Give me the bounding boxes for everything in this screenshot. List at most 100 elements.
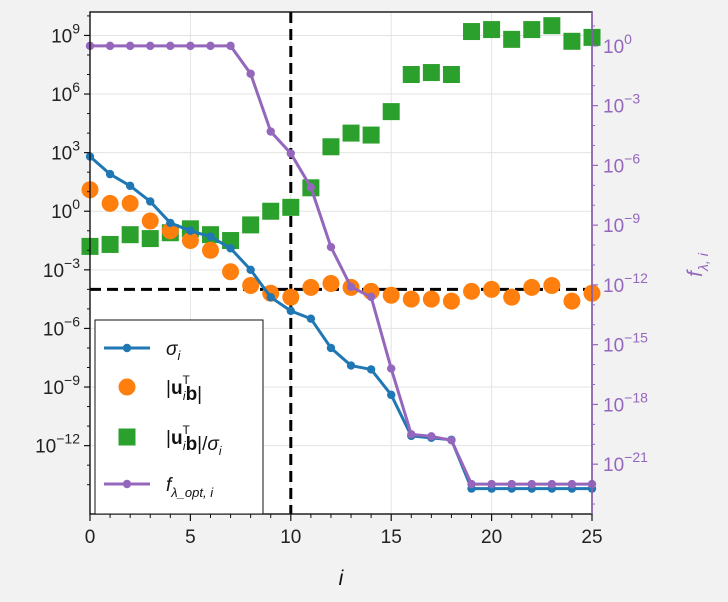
data-point (523, 278, 541, 296)
data-point (483, 280, 501, 298)
data-point (101, 235, 119, 253)
data-point (487, 479, 496, 489)
data-point (523, 21, 541, 39)
data-point (286, 306, 295, 316)
legend-label: σi (166, 339, 181, 363)
right-tick-label: 10−15 (603, 330, 648, 357)
right-tick-label: 10−12 (603, 270, 648, 297)
x-tick-label: 10 (280, 527, 301, 548)
right-tick-label: 100 (603, 31, 632, 58)
x-axis-label: i (339, 567, 345, 590)
svg-text:fλ, i: fλ, i (684, 252, 711, 277)
data-point (306, 183, 316, 192)
data-point (503, 30, 521, 48)
data-point (442, 66, 460, 84)
data-point (326, 242, 336, 252)
data-point (543, 276, 561, 294)
data-point (322, 138, 340, 156)
data-point (222, 263, 240, 281)
data-point (282, 198, 300, 216)
data-point (266, 127, 275, 136)
data-point (387, 390, 396, 400)
series-1 (81, 181, 601, 310)
right-tick-label: 10−21 (603, 449, 648, 476)
data-point (246, 265, 255, 275)
series-layer (81, 17, 601, 493)
legend-swatch-marker (122, 479, 132, 489)
data-point (282, 288, 300, 306)
right-tick-label: 10−9 (603, 210, 640, 237)
data-point (226, 244, 235, 253)
data-point (141, 212, 159, 230)
legend: σi |uT ib| |uT ib|/σi fλ_opt, i (94, 319, 264, 515)
data-point (306, 314, 316, 323)
data-point (447, 436, 456, 445)
data-point (463, 23, 481, 41)
data-point (242, 276, 260, 294)
legend-label: fλ_opt, i (166, 475, 214, 500)
data-point (166, 218, 175, 228)
series-3 (85, 41, 597, 489)
left-tick-label: 10−6 (43, 313, 80, 340)
data-point (422, 64, 440, 82)
data-point (242, 216, 260, 234)
x-tick-label: 20 (481, 527, 502, 548)
right-tick-label: 10−18 (603, 389, 648, 416)
left-tick-label: 10−3 (43, 255, 80, 282)
right-tick-label: 10−3 (603, 91, 640, 118)
data-point (206, 41, 215, 51)
data-point (146, 41, 155, 51)
right-axis-label: fλ, i (684, 252, 711, 277)
data-point (346, 282, 356, 292)
data-point (186, 226, 195, 235)
data-point (503, 288, 521, 306)
data-point (402, 66, 420, 84)
x-axis: 0 5 10 20 25 15 (85, 514, 603, 548)
legend-swatch-marker (118, 378, 136, 396)
x-tick-label: 25 (581, 527, 602, 548)
data-point (563, 292, 581, 310)
data-point (206, 232, 215, 241)
right-tick-label: 10−6 (603, 150, 640, 177)
x-tick-label: 15 (381, 527, 402, 548)
data-point (427, 432, 436, 441)
data-point (382, 103, 400, 121)
left-tick-label: 10−12 (35, 431, 80, 458)
data-point (226, 41, 235, 51)
left-tick-label: 10−9 (43, 372, 80, 399)
left-tick-label: 106 (51, 79, 80, 106)
x-tick-label: 0 (85, 527, 96, 548)
data-point (166, 41, 175, 51)
data-point (483, 21, 501, 39)
data-point (346, 361, 356, 370)
data-point (362, 126, 380, 144)
data-point (101, 194, 119, 212)
data-point (125, 41, 135, 51)
data-point (467, 479, 476, 489)
legend-entry: |uT ib| (118, 373, 202, 405)
data-point (286, 149, 295, 158)
left-tick-label: 109 (51, 20, 80, 47)
data-point (326, 343, 336, 353)
legend-box (94, 319, 264, 515)
data-point (382, 286, 400, 304)
legend-entry: |uT ib|/σi (118, 423, 222, 458)
data-point (125, 181, 135, 191)
legend-swatch-marker (122, 343, 132, 353)
data-point (302, 278, 320, 296)
data-point (527, 479, 536, 489)
data-point (105, 41, 115, 51)
data-point (402, 290, 420, 308)
data-point (141, 230, 159, 248)
data-point (105, 169, 115, 179)
data-point (543, 17, 561, 35)
data-point (201, 241, 219, 259)
data-point (121, 194, 139, 212)
data-point (422, 290, 440, 308)
left-tick-label: 100 (51, 196, 80, 223)
data-point (181, 232, 199, 250)
right-axis: 100 10−3 10−6 10−9 10−12 10−15 10−18 10−21 (591, 12, 648, 514)
legend-entry: σi (104, 339, 181, 363)
legend-swatch-marker (118, 428, 136, 446)
